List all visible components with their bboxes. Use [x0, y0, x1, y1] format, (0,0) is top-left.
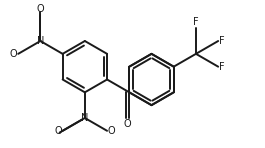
Text: F: F — [219, 36, 225, 46]
Text: N: N — [37, 36, 44, 46]
Text: O: O — [37, 4, 44, 15]
Text: O: O — [124, 119, 131, 129]
Text: F: F — [219, 62, 225, 72]
Text: O: O — [10, 49, 17, 59]
Text: O: O — [54, 126, 62, 136]
Text: N: N — [81, 113, 89, 123]
Text: F: F — [193, 17, 199, 27]
Text: O: O — [108, 126, 116, 136]
